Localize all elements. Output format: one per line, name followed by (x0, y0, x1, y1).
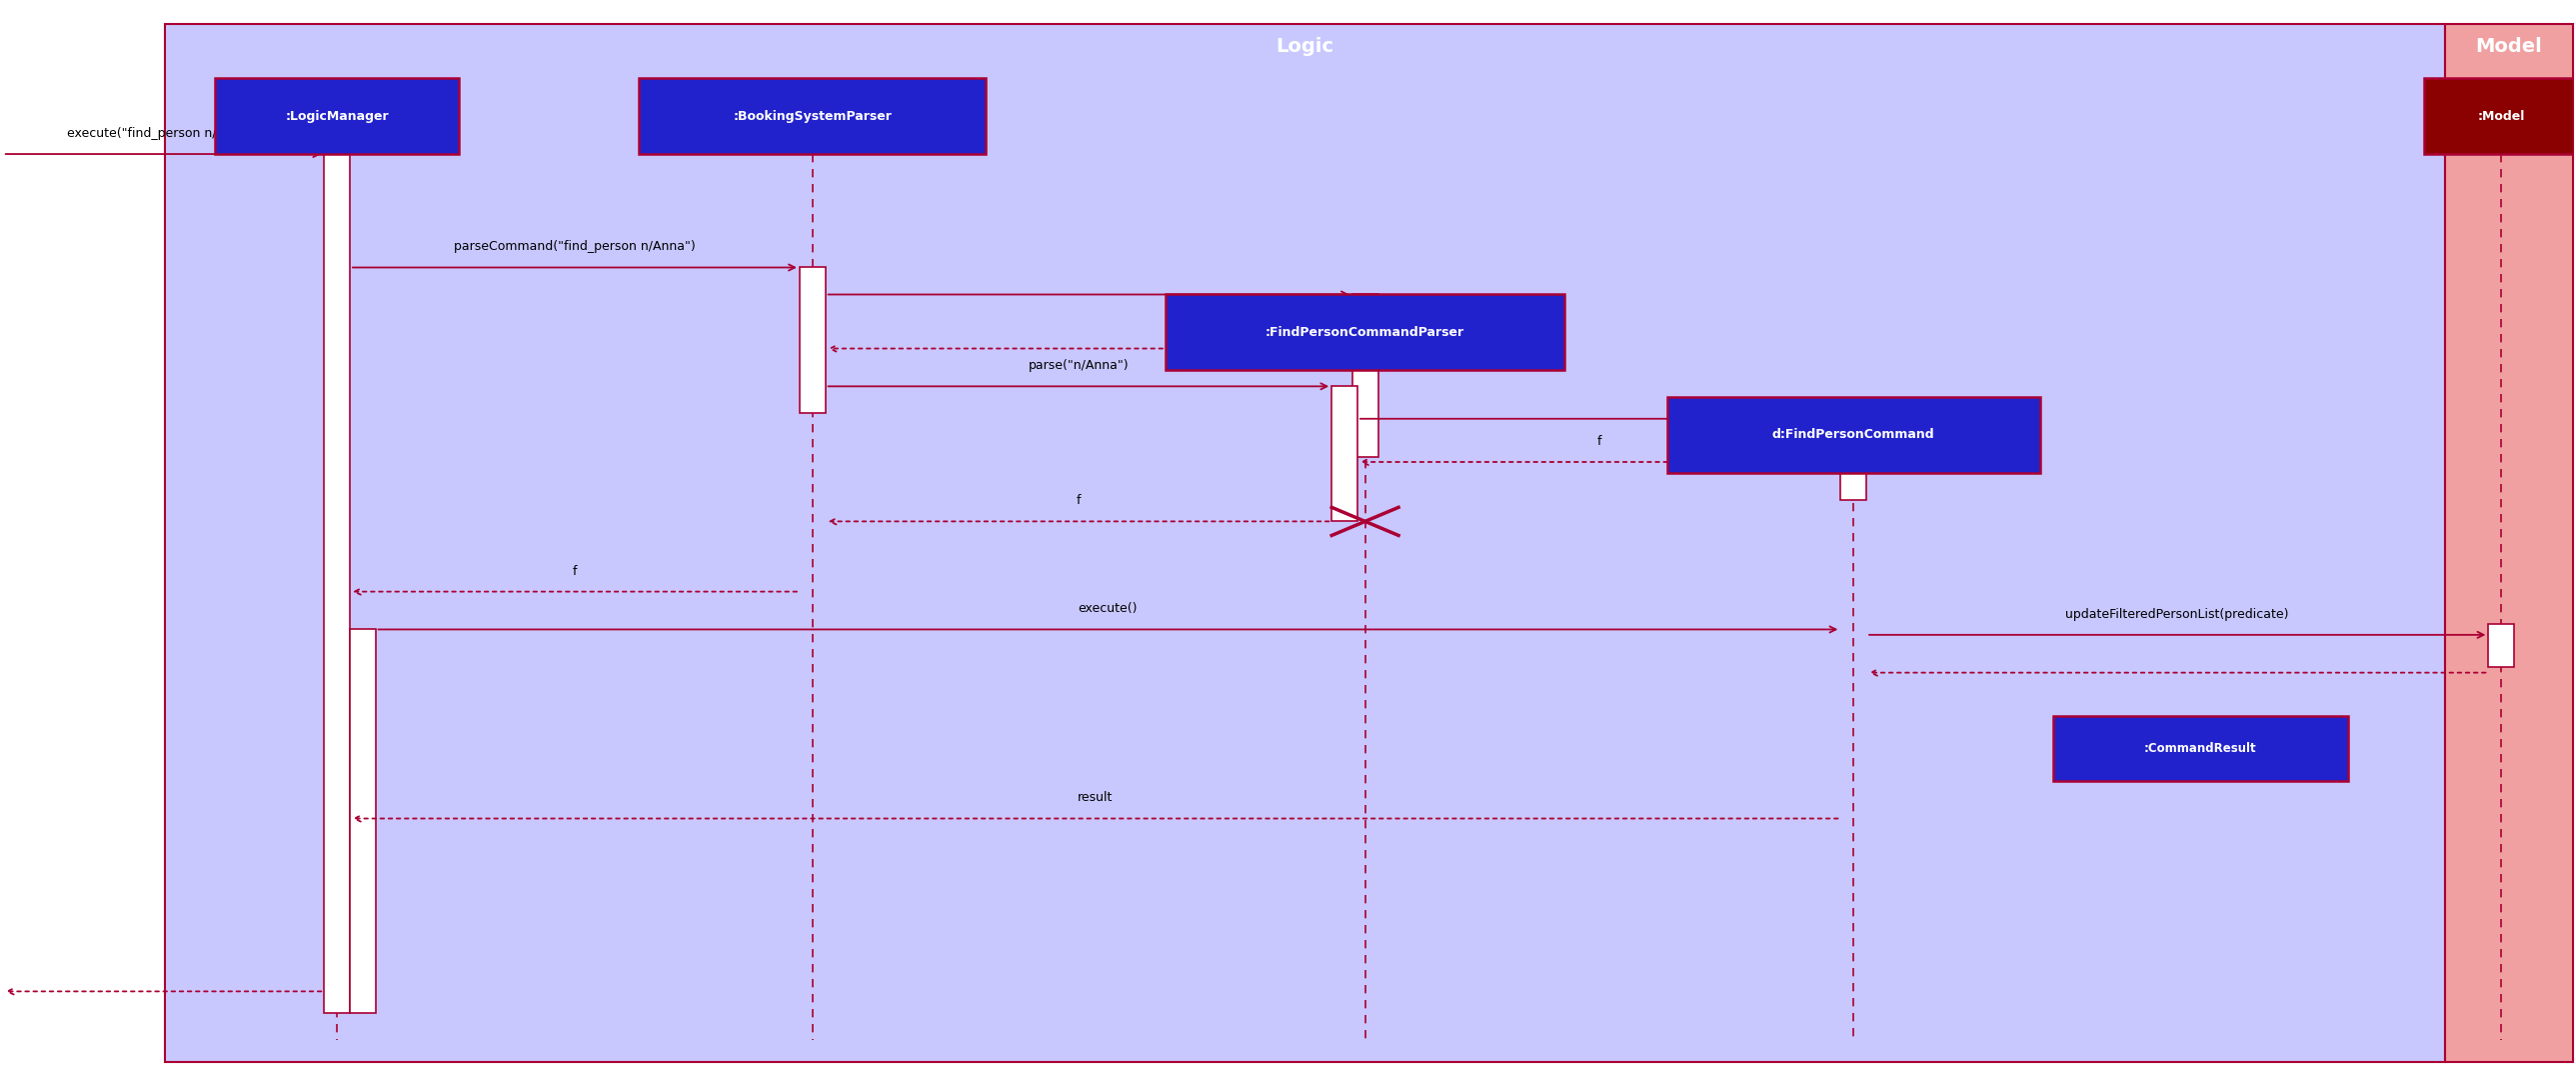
Text: parse("n/Anna"): parse("n/Anna") (1028, 359, 1128, 372)
Bar (165, 24, 2445, 1062)
Bar (799, 267, 824, 414)
Bar (639, 78, 987, 154)
Text: Model: Model (2476, 37, 2543, 56)
Text: :LogicManager: :LogicManager (286, 110, 389, 123)
Text: :FindPersonCommandParser: :FindPersonCommandParser (1265, 326, 1466, 339)
Bar (350, 630, 376, 1013)
Text: execute("find_person n/Anna"): execute("find_person n/Anna") (67, 127, 260, 140)
Text: :Model: :Model (2478, 110, 2524, 123)
Bar (1352, 294, 1378, 456)
Text: result: result (1077, 792, 1113, 805)
Bar (325, 154, 350, 1013)
Text: f: f (1597, 434, 1602, 447)
Text: :BookingSystemParser: :BookingSystemParser (734, 110, 891, 123)
Bar (2424, 78, 2576, 154)
Bar (2488, 624, 2514, 667)
Text: Logic: Logic (1275, 37, 1334, 56)
Bar (1332, 387, 1358, 521)
Text: d:FindPersonCommand: d:FindPersonCommand (1772, 429, 1935, 441)
Bar (2053, 716, 2349, 781)
Bar (2445, 24, 2573, 1062)
Bar (1667, 397, 2040, 472)
Text: :CommandResult: :CommandResult (2143, 742, 2257, 755)
Text: f: f (572, 565, 577, 578)
Text: execute(): execute() (1079, 603, 1139, 616)
Text: updateFilteredPersonList(predicate): updateFilteredPersonList(predicate) (2066, 608, 2290, 621)
Bar (214, 78, 459, 154)
Bar (1842, 419, 1868, 500)
Text: f: f (1077, 494, 1082, 507)
Bar (1167, 294, 1564, 370)
Text: parseCommand("find_person n/Anna"): parseCommand("find_person n/Anna") (453, 240, 696, 253)
